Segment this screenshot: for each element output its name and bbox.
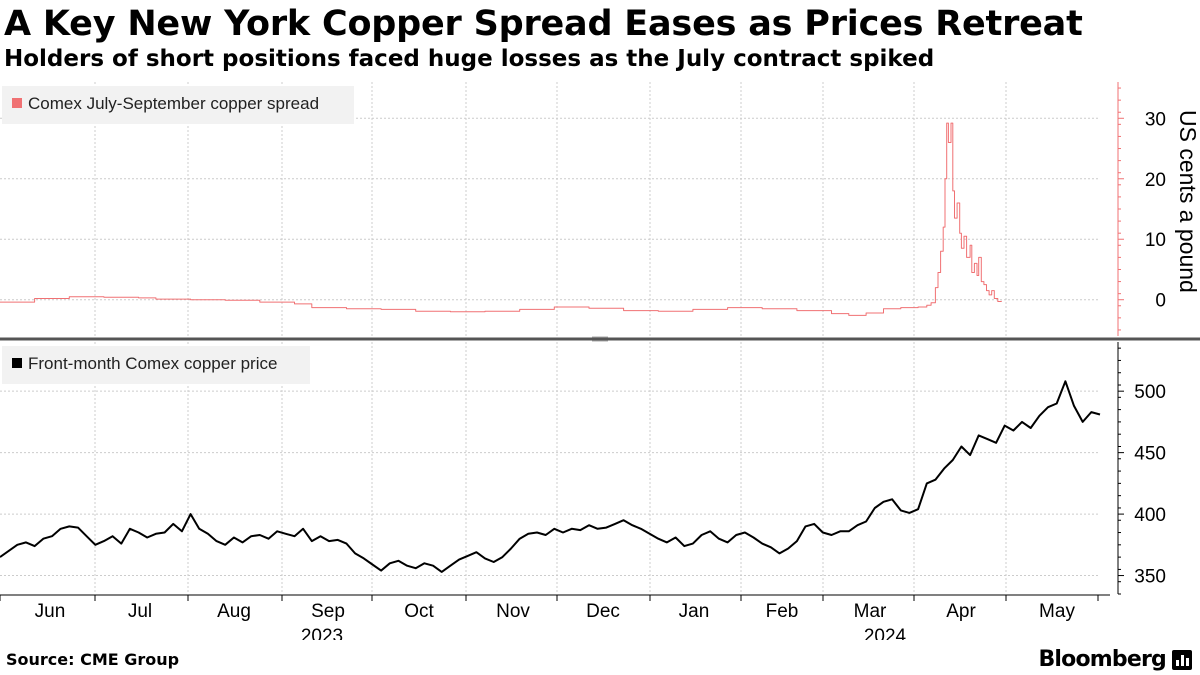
x-tick-label: Nov [496,601,530,622]
y-tick-label: 30 [1145,109,1166,130]
y-tick-label: 450 [1134,444,1166,465]
source-note: Source: CME Group [6,650,180,669]
chart-title: A Key New York Copper Spread Eases as Pr… [4,4,1083,44]
chart-panels: 0 10 20 30 Comex July-September copper sprea… [0,82,1200,595]
x-axis: Jun Jul Aug Sep Oct Nov Dec Jan Feb Mar Apr May 2023… [0,594,1110,640]
y-tick-label: 350 [1134,567,1166,588]
x-tick-label: Feb [766,601,799,622]
x-tick-label: Apr [946,601,976,622]
bloomberg-logo: Bloomberg [1038,647,1166,672]
x-tick-label: Dec [586,601,620,622]
x-tick-label: Oct [404,601,434,622]
chart-area: 0 10 20 30 Comex July-September copper sprea… [0,82,1200,640]
spread-panel: 0 10 20 30 Comex July-September copper sprea… [0,82,1200,336]
x-tick-label: Aug [217,601,251,622]
x-tick-label: Jun [35,601,66,622]
bloomberg-chart-icon [1172,650,1192,670]
x-year-label: 2023 [301,626,343,640]
x-tick-label: Jan [679,601,710,622]
x-year-label: 2024 [864,626,907,640]
legend-box [2,346,310,384]
legend-box [2,86,354,124]
series-line [0,380,1101,573]
y-tick-label: 20 [1145,170,1166,191]
x-tick-label: Jul [128,601,152,622]
x-tick-label: May [1039,601,1075,622]
x-tick-label: Sep [311,601,345,622]
y-tick-label: 400 [1134,505,1166,526]
chart-subtitle: Holders of short positions faced huge lo… [4,46,935,72]
legend: Front-month Comex copper price [2,346,310,384]
legend-label: Front-month Comex copper price [28,354,277,373]
legend-swatch [12,358,22,368]
y-tick-label: 500 [1134,382,1166,403]
y-tick-label: 0 [1155,291,1166,312]
series-line [0,122,1002,316]
y-tick-label: 10 [1145,230,1166,251]
y-axis-label: US cents a pound [1175,110,1200,293]
x-tick-label: Mar [854,601,887,622]
price-panel: 350 400 450 500 Front-month Comex copper pri… [0,342,1166,595]
legend-label: Comex July-September copper spread [28,94,319,113]
legend-swatch [12,98,22,108]
legend: Comex July-September copper spread [2,86,354,124]
